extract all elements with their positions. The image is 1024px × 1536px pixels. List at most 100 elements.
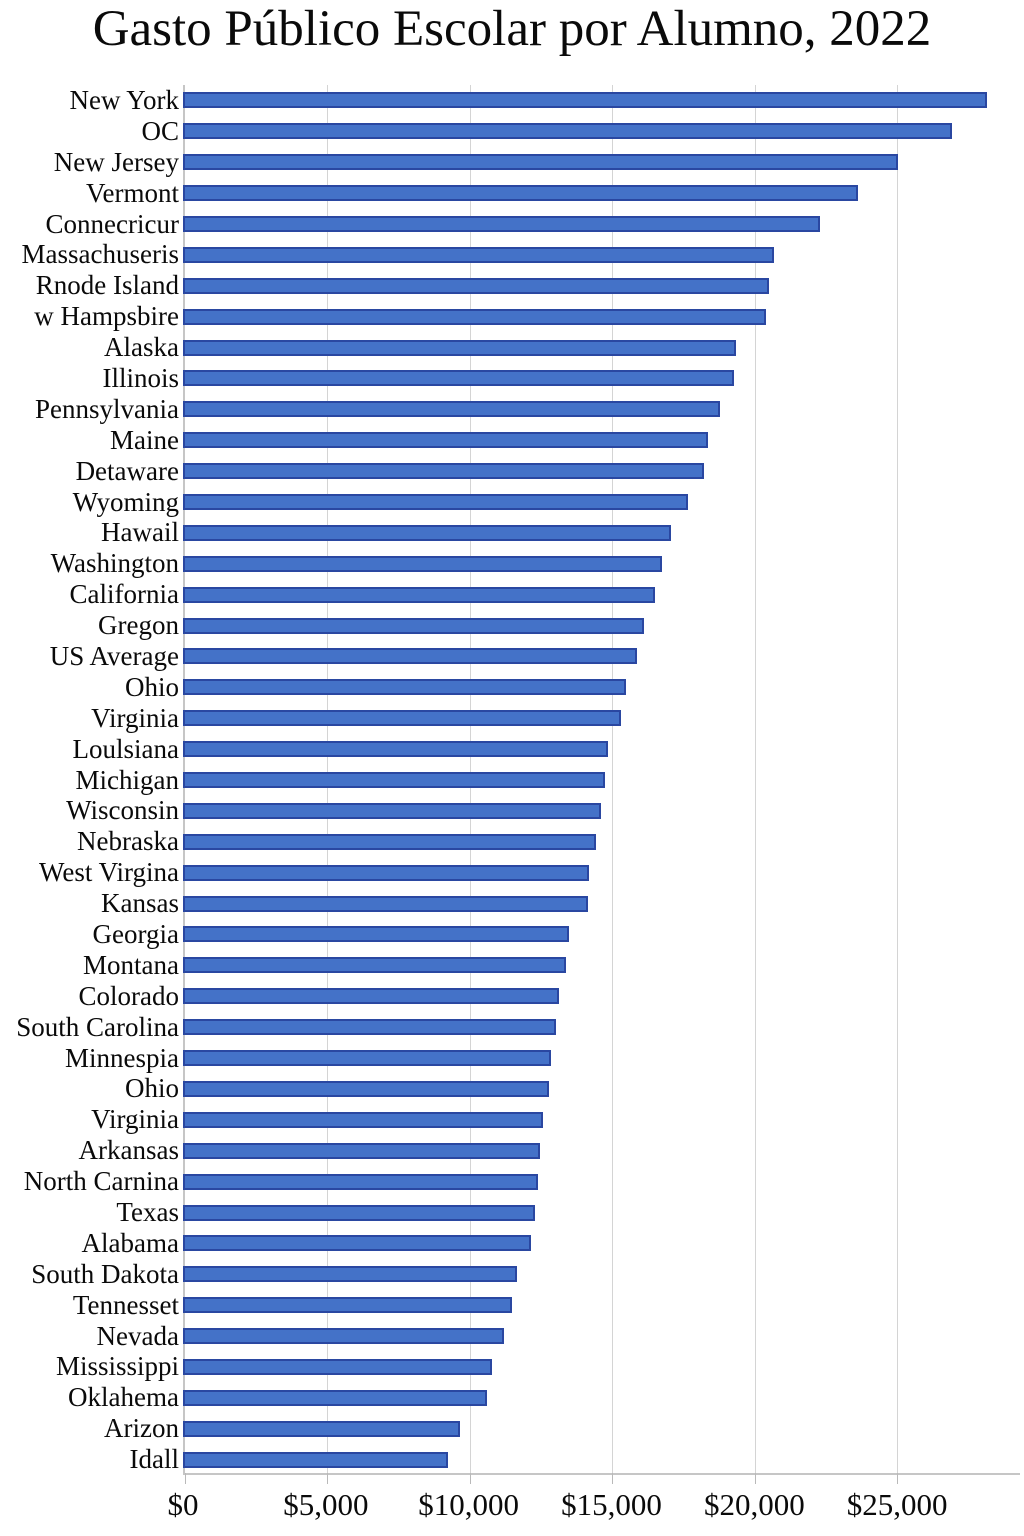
bar-track: [183, 332, 1024, 363]
bar-new-york: [183, 92, 987, 109]
bar-georgia: [183, 926, 570, 943]
bar-track: [183, 1290, 1024, 1321]
bar-california: [183, 586, 656, 603]
bar-pennsylvania: [183, 401, 720, 418]
bar-track: [183, 1043, 1024, 1074]
bar-minnespia: [183, 1050, 552, 1067]
bar-track: [183, 1012, 1024, 1043]
tick-mark-15000: [612, 1473, 614, 1484]
bar-wisconsin: [183, 802, 601, 819]
category-label: Arkansas: [78, 1135, 179, 1166]
bar-alabama: [183, 1235, 532, 1252]
bar-kansas: [183, 895, 588, 912]
bar-row: Idall: [0, 1444, 1024, 1475]
bar-row: Illinois: [0, 363, 1024, 394]
category-label: Georgia: [92, 918, 179, 949]
gridline-20000: [754, 85, 756, 1473]
bar-row: New Jersey: [0, 147, 1024, 178]
bar-row: US Average: [0, 641, 1024, 672]
bar-track: [183, 1382, 1024, 1413]
bar-michigan: [183, 772, 605, 789]
category-label: Arizon: [104, 1413, 179, 1444]
bar-track: [183, 1166, 1024, 1197]
bar-montana: [183, 957, 567, 974]
bar-row: Kansas: [0, 888, 1024, 919]
bar-chart: New York OC New Jersey Vermont Connecricur Ma…: [0, 85, 1024, 1522]
bar-track: [183, 981, 1024, 1012]
category-label: Wyoming: [72, 486, 179, 517]
bar-south-carolina: [183, 1019, 556, 1036]
bar-row: Arizon: [0, 1413, 1024, 1444]
bar-row: Massachuseris: [0, 239, 1024, 270]
bar-oc: [183, 123, 953, 140]
bar-track: [183, 1413, 1024, 1444]
bar-maine: [183, 432, 709, 449]
category-label: Connecricur: [45, 208, 179, 239]
bar-row: Detaware: [0, 456, 1024, 487]
category-label: Oklahema: [68, 1382, 179, 1413]
bar-track: [183, 239, 1024, 270]
bar-row: New York: [0, 85, 1024, 116]
category-label: Illinois: [102, 362, 179, 393]
category-label: Alaska: [104, 332, 179, 363]
tick-mark-0: [185, 1473, 186, 1484]
bar-track: [183, 116, 1024, 147]
category-label: Nebraska: [77, 826, 179, 857]
category-label: Colorado: [78, 980, 180, 1011]
bar-row: Connecricur: [0, 209, 1024, 240]
category-label: Texas: [116, 1197, 179, 1227]
bar-row: Ohio: [0, 1074, 1024, 1105]
bar-row: Texas: [0, 1197, 1024, 1228]
bar-row: Pennsylvania: [0, 394, 1024, 425]
bar-row: Loulsiana: [0, 734, 1024, 765]
category-label: Tennesset: [72, 1289, 179, 1320]
bar-row: Georgia: [0, 919, 1024, 950]
bar-massachuseris: [183, 246, 775, 263]
bar-row: Alaska: [0, 332, 1024, 363]
bar-row: Colorado: [0, 981, 1024, 1012]
x-tick-label: $25,000: [846, 1487, 948, 1522]
bar-track: [183, 548, 1024, 579]
category-label: Ohio: [125, 1073, 179, 1104]
bar-tennesset: [183, 1297, 513, 1314]
bar-track: [183, 270, 1024, 301]
category-label: OC: [141, 115, 179, 146]
bar-alaska: [183, 339, 736, 356]
category-label: South Dakota: [31, 1258, 179, 1289]
category-label: Minnespia: [65, 1042, 179, 1073]
bar-idall: [183, 1451, 448, 1468]
bar-loulsiana: [183, 741, 608, 758]
category-label: Nevada: [96, 1320, 179, 1351]
bar-w-hampsbire: [183, 308, 766, 325]
category-label: Hawail: [101, 517, 179, 548]
bar-row: Oklahema: [0, 1382, 1024, 1413]
bar-track: [183, 425, 1024, 456]
category-label: Mississippi: [55, 1351, 179, 1382]
bar-mississippi: [183, 1358, 493, 1375]
category-label: North Carnina: [23, 1166, 179, 1197]
category-label: California: [69, 579, 179, 610]
bar-track: [183, 672, 1024, 703]
bar-row: Montana: [0, 950, 1024, 981]
bar-row: South Carolina: [0, 1012, 1024, 1043]
bar-oklahema: [183, 1389, 487, 1406]
bar-track: [183, 765, 1024, 796]
gridline-15000: [612, 85, 614, 1473]
bar-track: [183, 456, 1024, 487]
category-label: Loulsiana: [72, 733, 179, 764]
category-label: Virginia: [91, 1104, 179, 1135]
bar-track: [183, 1352, 1024, 1383]
bar-track: [183, 1321, 1024, 1352]
bar-row: Rnode Island: [0, 270, 1024, 301]
bar-track: [183, 826, 1024, 857]
bar-row: Wyoming: [0, 487, 1024, 518]
bar-ohio: [183, 679, 627, 696]
bar-track: [183, 1074, 1024, 1105]
bar-rnode-island: [183, 277, 769, 294]
category-label: Kansas: [101, 888, 179, 919]
category-label: Maine: [110, 424, 179, 455]
bar-new-jersey: [183, 154, 898, 171]
bar-track: [183, 209, 1024, 240]
bar-row: California: [0, 579, 1024, 610]
